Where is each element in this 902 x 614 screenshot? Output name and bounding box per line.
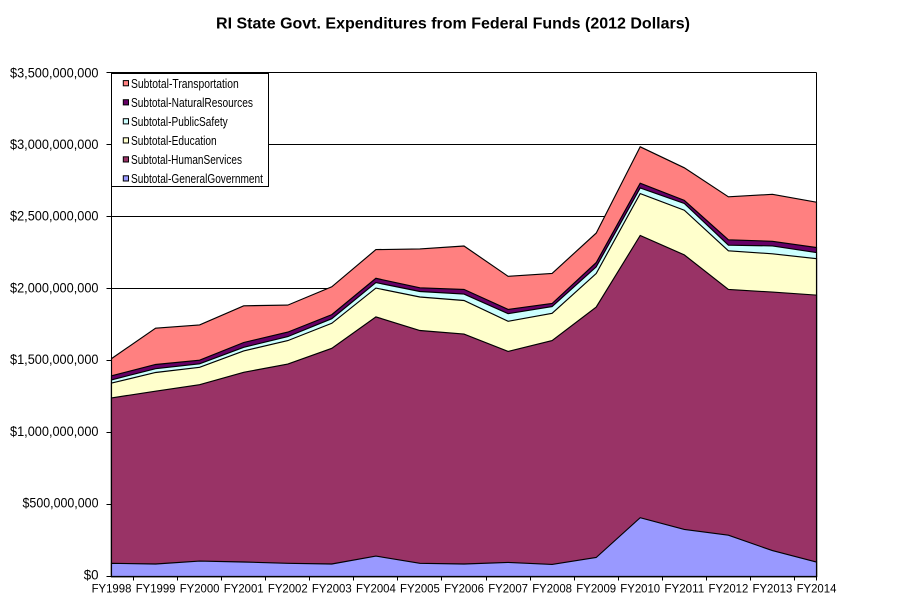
svg-text:Subtotal-GeneralGovernment: Subtotal-GeneralGovernment	[131, 171, 263, 186]
svg-text:RI State Govt. Expenditures fr: RI State Govt. Expenditures from Federal…	[216, 16, 690, 33]
svg-text:FY2010: FY2010	[620, 581, 660, 595]
svg-text:Subtotal-HumanServices: Subtotal-HumanServices	[131, 152, 242, 167]
svg-text:FY2014: FY2014	[797, 581, 837, 595]
svg-text:FY2002: FY2002	[268, 581, 308, 595]
svg-text:Subtotal-NaturalResources: Subtotal-NaturalResources	[131, 95, 253, 110]
svg-text:FY2005: FY2005	[400, 581, 440, 595]
svg-text:$3,500,000,000: $3,500,000,000	[10, 65, 99, 80]
svg-text:FY2007: FY2007	[488, 581, 528, 595]
svg-text:FY1998: FY1998	[92, 581, 132, 595]
svg-text:FY2013: FY2013	[753, 581, 793, 595]
svg-text:FY2000: FY2000	[180, 581, 220, 595]
svg-text:FY2001: FY2001	[224, 581, 264, 595]
svg-text:$0: $0	[84, 567, 99, 582]
svg-text:Subtotal-Education: Subtotal-Education	[131, 133, 217, 148]
svg-text:FY2004: FY2004	[356, 581, 396, 595]
svg-text:FY2008: FY2008	[532, 581, 572, 595]
svg-text:FY2009: FY2009	[576, 581, 616, 595]
svg-text:FY2012: FY2012	[709, 581, 749, 595]
svg-text:FY2011: FY2011	[664, 581, 704, 595]
svg-text:$2,000,000,000: $2,000,000,000	[10, 280, 99, 295]
svg-text:$500,000,000: $500,000,000	[23, 496, 99, 511]
svg-text:Subtotal-PublicSafety: Subtotal-PublicSafety	[131, 114, 228, 129]
svg-text:FY1999: FY1999	[136, 581, 176, 595]
svg-text:FY2003: FY2003	[312, 581, 352, 595]
svg-text:FY2006: FY2006	[444, 581, 484, 595]
svg-text:$1,000,000,000: $1,000,000,000	[10, 424, 99, 439]
svg-text:$1,500,000,000: $1,500,000,000	[10, 352, 99, 367]
svg-text:$2,500,000,000: $2,500,000,000	[10, 209, 99, 224]
svg-text:$3,000,000,000: $3,000,000,000	[10, 137, 99, 152]
svg-text:Subtotal-Transportation: Subtotal-Transportation	[131, 76, 239, 91]
